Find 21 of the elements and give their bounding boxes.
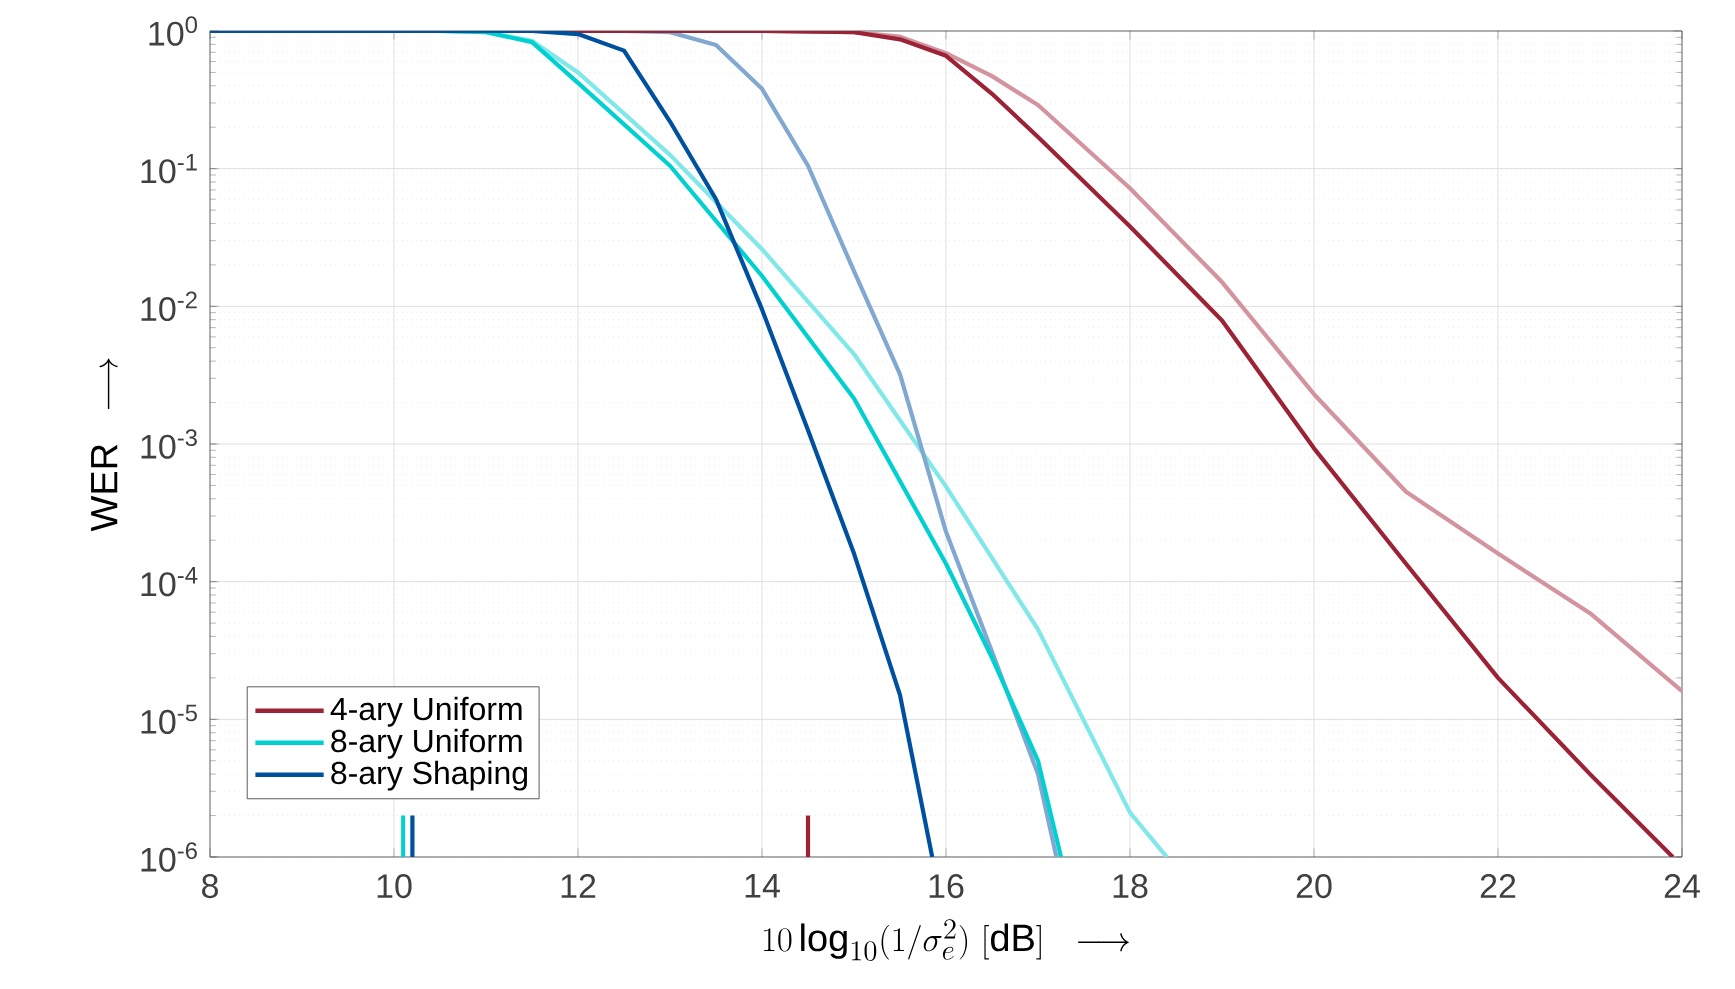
- x-tick-label: 8: [202, 874, 218, 899]
- legend-label: 8-ary Shaping: [331, 760, 527, 791]
- y-tick-label: 10$^{-5}$: [141, 704, 197, 734]
- y-tick-label: 10$^{-1}$: [141, 154, 197, 184]
- legend-label: 4-ary Uniform: [330, 696, 522, 727]
- legend-label: 8-ary Uniform: [331, 728, 522, 759]
- x-tick-label: 22: [1480, 874, 1516, 898]
- x-tick-label: 12: [561, 874, 596, 898]
- x-tick-label: 16: [929, 874, 964, 899]
- y-tick-label: 10$^{-6}$: [141, 842, 197, 872]
- x-tick-label: 18: [1113, 874, 1148, 899]
- x-tick-label: 14: [745, 874, 780, 898]
- y-axis-title: $\mathrm{WER}\ \ \longrightarrow$: [91, 358, 118, 532]
- x-tick-label: 10: [377, 874, 412, 899]
- x-tick-label: 20: [1296, 874, 1332, 899]
- y-tick-label: 10$^{-3}$: [141, 429, 197, 459]
- x-tick-label: 24: [1664, 874, 1700, 898]
- x-axis-title: $10\log_{10}(1/\sigma_e^2)\ [\mathrm{dB}]\ \ \longrightarrow$: [764, 919, 1129, 961]
- y-tick-label: 10$^{0}$: [149, 16, 197, 46]
- y-tick-label: 10$^{-4}$: [141, 567, 198, 597]
- y-tick-label: 10$^{-2}$: [141, 291, 197, 322]
